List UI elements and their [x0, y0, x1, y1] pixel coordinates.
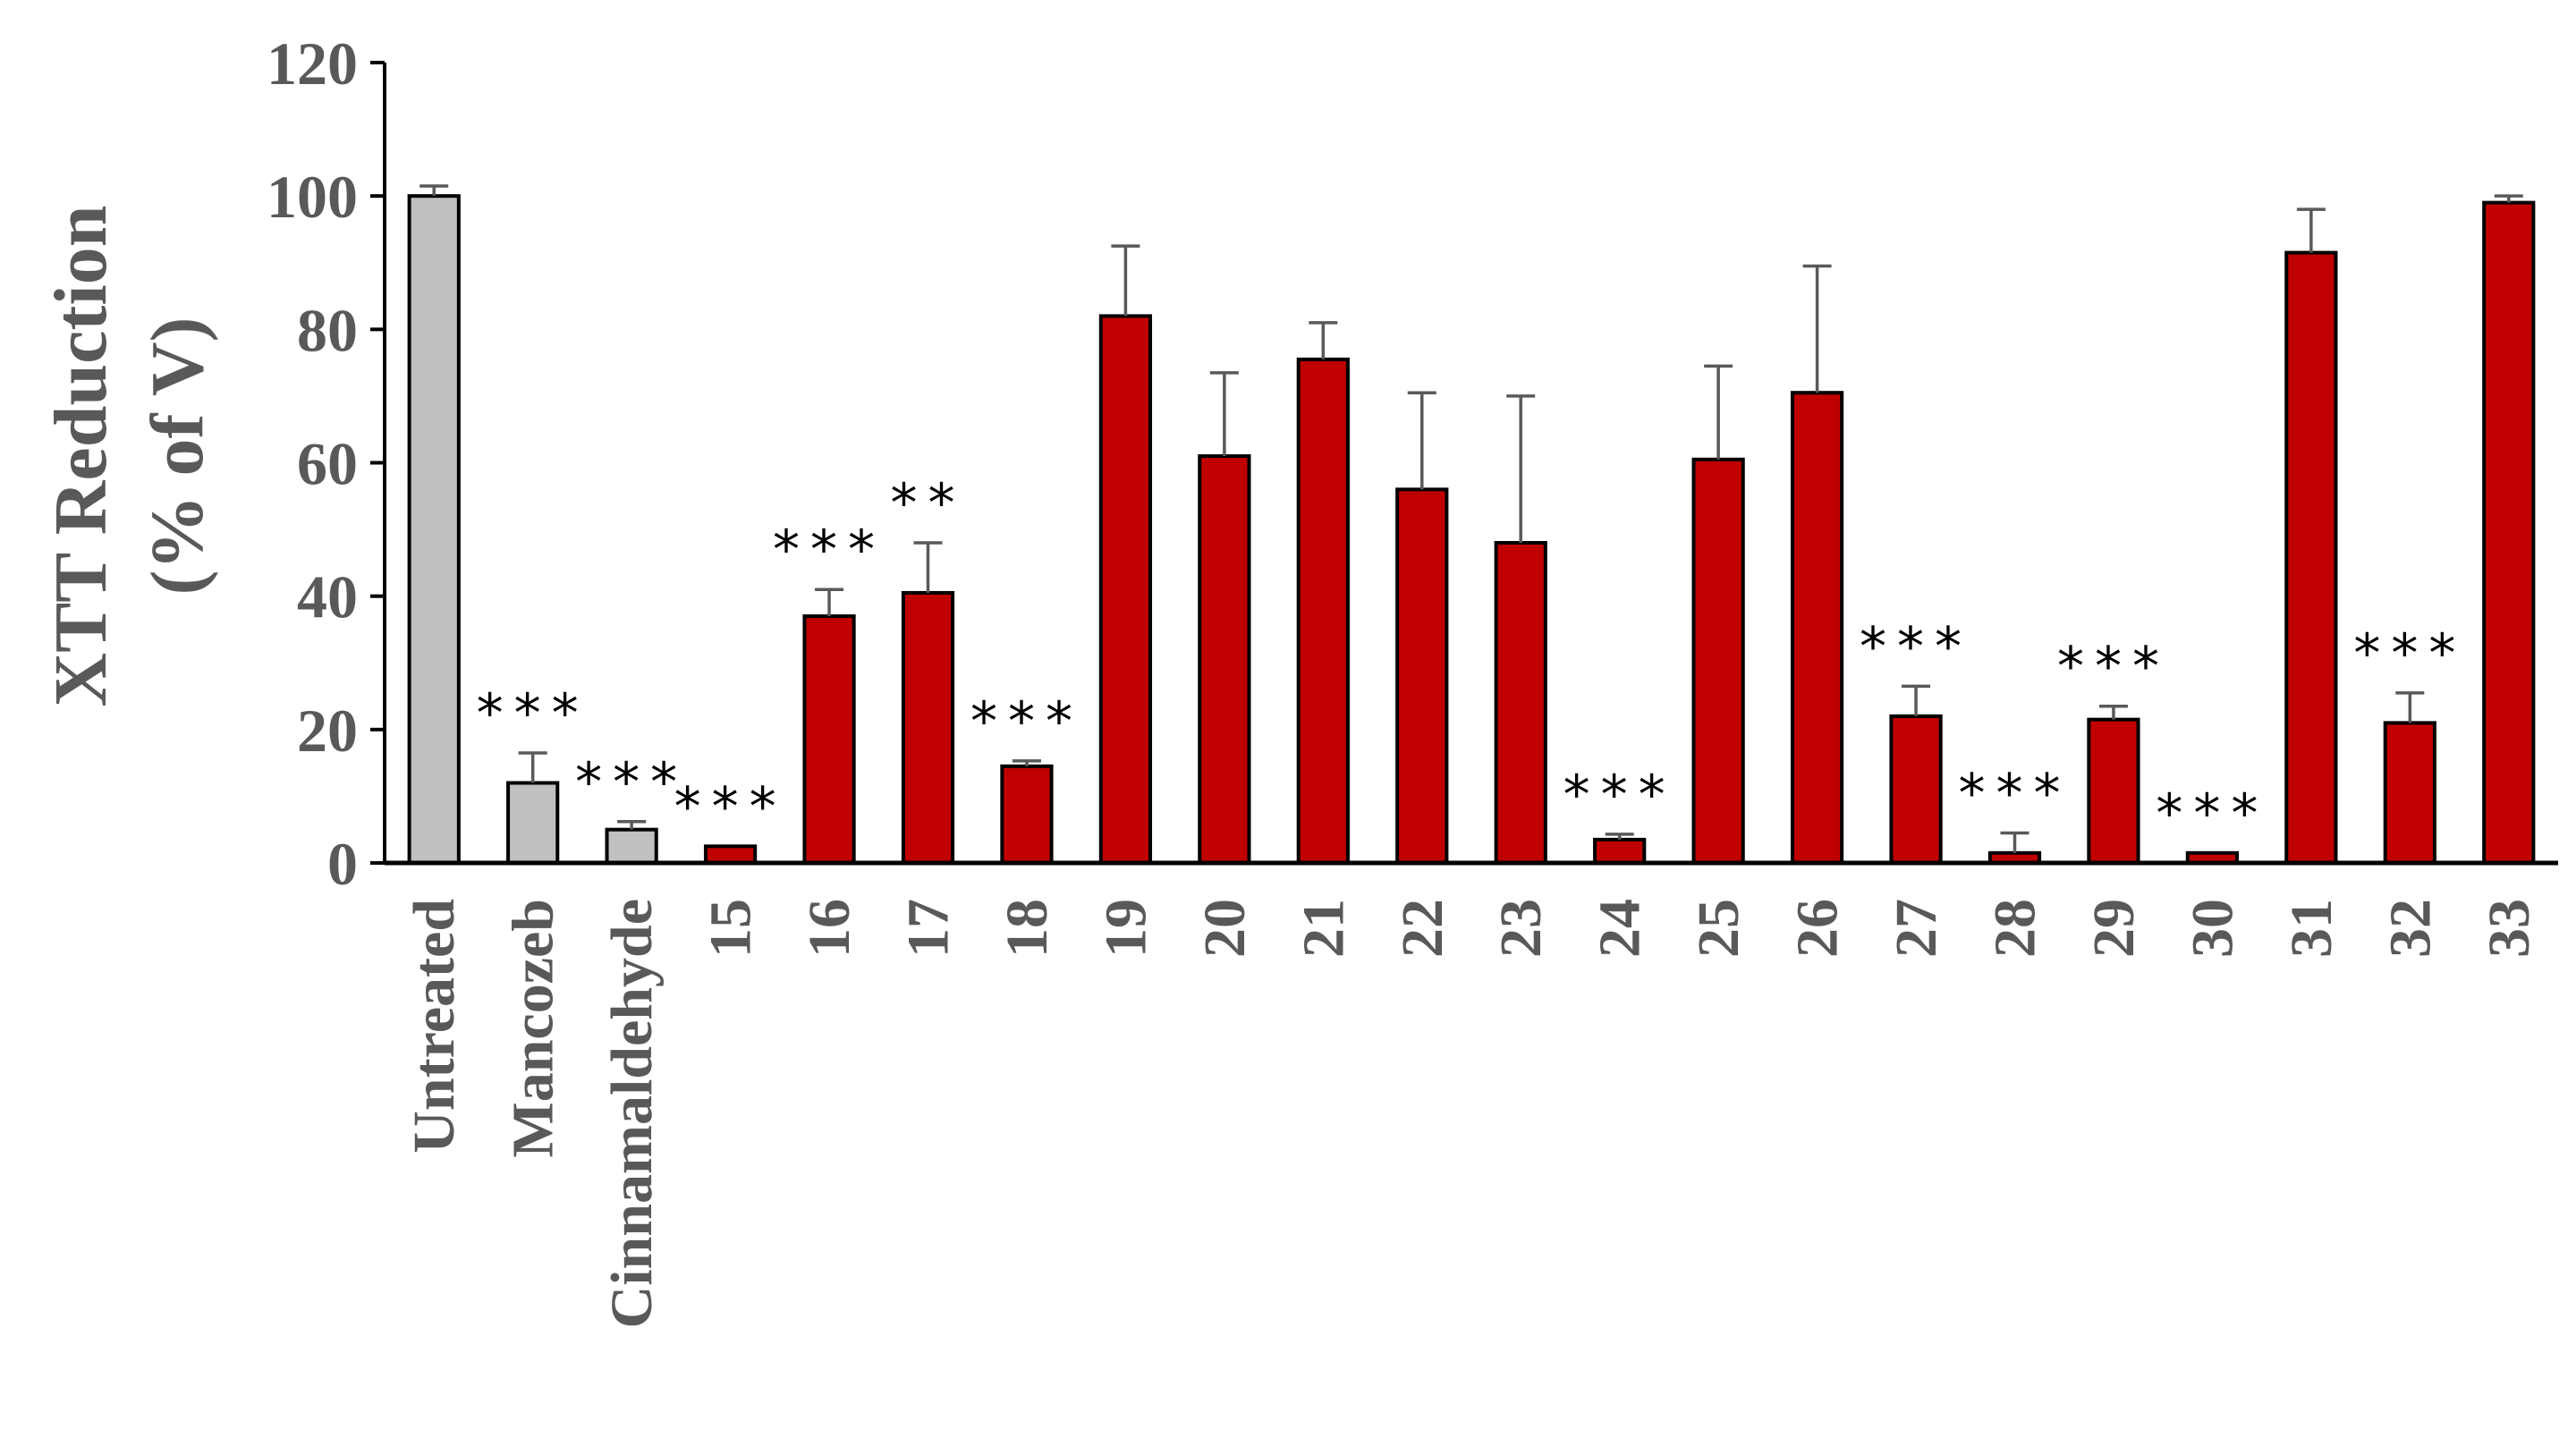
x-tick-label-24: 24 [1588, 899, 1653, 958]
bar-32 [2383, 721, 2436, 865]
x-tick-label-28: 28 [1983, 899, 2048, 958]
x-tick-label-30: 30 [2180, 899, 2245, 958]
bar-18 [1000, 764, 1054, 866]
bar-25 [1691, 457, 1745, 865]
x-tick-label-mancozeb: Mancozeb [501, 899, 566, 1158]
x-tick-label-16: 16 [797, 899, 862, 958]
significance-labels: *********************************** [477, 472, 2466, 845]
x-tick-label-33: 33 [2477, 899, 2542, 958]
x-tick-label-23: 23 [1488, 899, 1554, 958]
x-tick-label-17: 17 [896, 899, 962, 958]
x-tick-label-22: 22 [1390, 899, 1455, 958]
bar-mancozeb [506, 781, 560, 865]
y-tick-label: 100 [267, 163, 358, 231]
category-labels: Untreated Mancozeb Cinnamaldehyde 15 16 17 18 1… [402, 899, 2542, 1328]
x-tick-label-27: 27 [1884, 899, 1949, 958]
significance-28: *** [1959, 762, 2072, 824]
bars-layer [407, 184, 2536, 866]
y-tick-label: 60 [297, 430, 358, 498]
y-axis-title-line2: (% of V) [136, 317, 219, 595]
x-tick-label-21: 21 [1291, 899, 1356, 958]
significance-17: ** [891, 472, 966, 535]
x-tick-label-cinnamaldehyde: Cinnamaldehyde [599, 899, 665, 1328]
y-tick-label: 40 [297, 563, 358, 631]
x-tick-label-29: 29 [2081, 899, 2147, 958]
x-tick-label-20: 20 [1192, 899, 1258, 958]
bar-15 [703, 844, 758, 866]
y-tick-label: 0 [327, 830, 358, 898]
bar-24 [1593, 837, 1647, 865]
x-tick-label-15: 15 [699, 899, 764, 958]
significance-16: *** [773, 519, 886, 581]
bar-22 [1395, 487, 1449, 865]
bar-33 [2482, 200, 2536, 865]
x-tick-label-31: 31 [2279, 899, 2344, 958]
bar-21 [1296, 357, 1350, 866]
x-tick-label-26: 26 [1785, 899, 1851, 958]
y-axis-title: XTT Reduction (% of V) [39, 206, 219, 707]
bar-31 [2284, 250, 2338, 865]
bar-17 [901, 590, 955, 865]
x-tick-label-untreated: Untreated [402, 899, 467, 1154]
x-tick-label-32: 32 [2377, 899, 2443, 958]
y-axis: 0 20 40 60 80 100 120 [267, 30, 386, 898]
y-tick-label: 120 [267, 30, 358, 97]
x-tick-label-18: 18 [995, 899, 1060, 958]
significance-18: *** [970, 690, 1083, 753]
x-tick-label-25: 25 [1686, 899, 1751, 958]
significance-30: *** [2156, 782, 2268, 845]
significance-mancozeb: *** [477, 682, 589, 745]
bar-27 [1889, 714, 1943, 866]
significance-cinnamaldehyde: *** [575, 751, 688, 814]
bar-20 [1198, 454, 1251, 865]
bar-cinnamaldehyde [605, 827, 658, 865]
y-axis-title-line1: XTT Reduction [39, 206, 123, 707]
significance-27: *** [1860, 615, 1972, 678]
significance-32: *** [2353, 622, 2466, 685]
y-tick-label: 80 [297, 296, 358, 364]
significance-15: *** [674, 775, 787, 838]
bar-16 [802, 614, 856, 866]
bar-19 [1098, 314, 1153, 865]
bar-untreated [407, 194, 461, 865]
bar-23 [1494, 541, 1547, 865]
bar-26 [1790, 391, 1844, 865]
significance-29: *** [2057, 636, 2170, 698]
y-tick-label: 20 [297, 697, 358, 765]
bar-29 [2087, 717, 2140, 865]
x-tick-label-19: 19 [1093, 899, 1158, 958]
significance-24: *** [1563, 764, 1676, 826]
